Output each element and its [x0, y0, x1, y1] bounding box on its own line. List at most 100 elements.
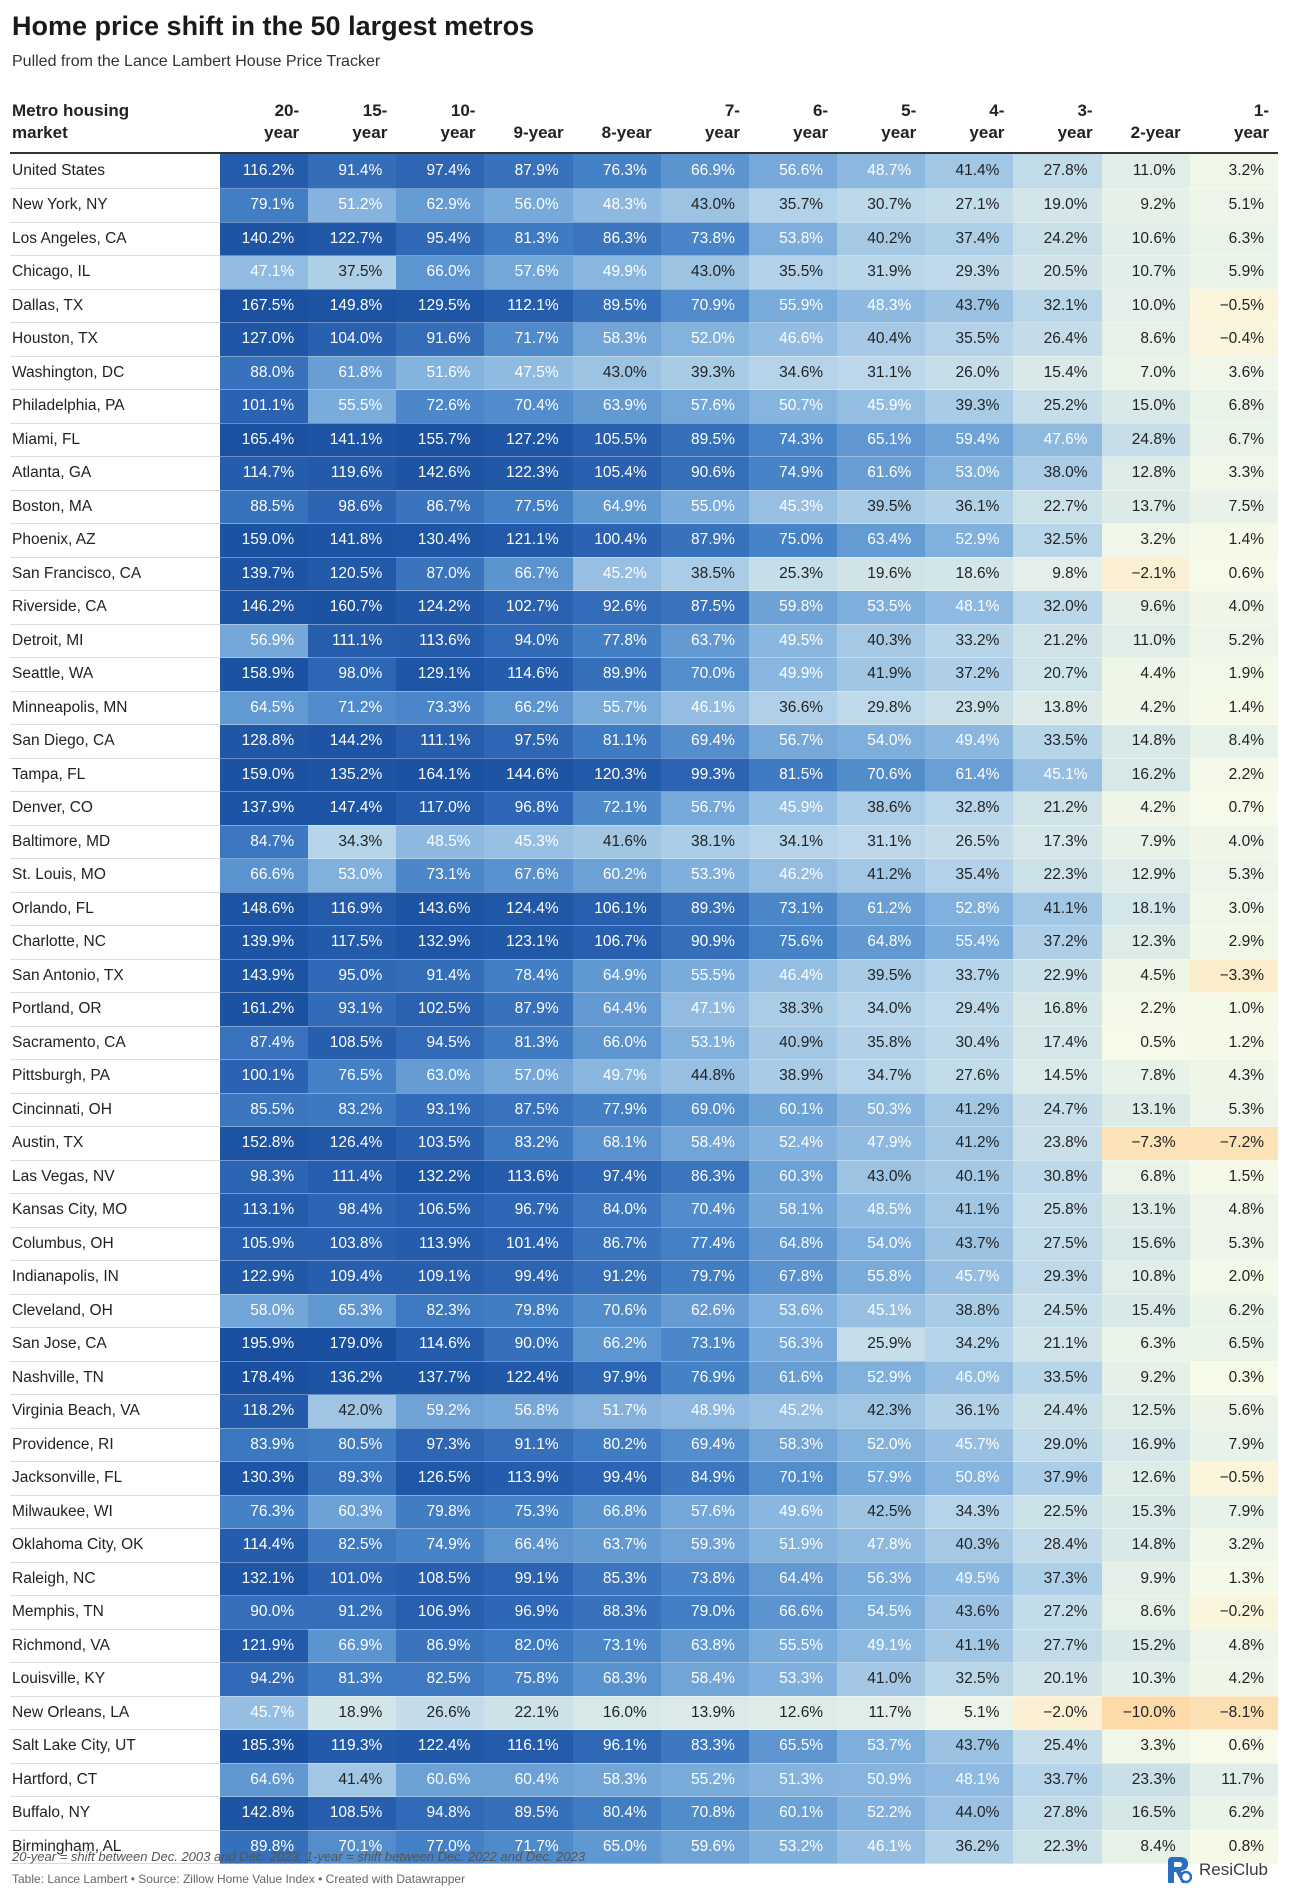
value-cell: 56.3%: [748, 1327, 838, 1362]
value-cell: 27.1%: [925, 188, 1014, 223]
value-cell: 132.1%: [220, 1562, 309, 1596]
value-cell: 15.2%: [1101, 1629, 1190, 1663]
value-cell: 31.9%: [837, 255, 926, 290]
value-cell: 32.0%: [1013, 590, 1102, 625]
value-cell: 63.7%: [572, 1528, 661, 1563]
metro-name: Minneapolis, MN: [10, 691, 220, 725]
value-cell: 7.5%: [1189, 490, 1278, 524]
chart-subtitle: Pulled from the Lance Lambert House Pric…: [12, 53, 381, 70]
value-cell: 114.6%: [484, 657, 573, 692]
value-cell: 65.1%: [837, 423, 926, 457]
value-cell: 118.2%: [220, 1394, 309, 1429]
source-note: Table: Lance Lambert • Source: Zillow Ho…: [12, 1872, 466, 1886]
value-cell: 26.5%: [925, 825, 1014, 859]
table-row: Baltimore, MD 84.7% 34.3% 48.5% 45.3% 41.6% 38…: [10, 825, 1278, 859]
value-cell: 41.1%: [925, 1629, 1014, 1663]
value-cell: 71.7%: [484, 1830, 573, 1864]
value-cell: 85.3%: [572, 1562, 661, 1596]
value-cell: 1.4%: [1189, 691, 1278, 725]
value-cell: 82.3%: [396, 1294, 485, 1328]
value-cell: 38.8%: [925, 1294, 1014, 1328]
value-cell: 65.0%: [572, 1830, 661, 1864]
value-cell: 137.9%: [220, 791, 309, 826]
value-cell: 33.7%: [925, 959, 1014, 993]
value-cell: 105.4%: [572, 456, 661, 491]
value-cell: 6.7%: [1189, 423, 1278, 457]
column-header-line: Metro housing: [12, 101, 130, 120]
value-cell: 63.4%: [837, 523, 926, 558]
value-cell: 111.1%: [308, 624, 397, 658]
value-cell: 90.6%: [660, 456, 749, 491]
value-cell: 66.0%: [572, 1026, 661, 1060]
value-cell: 39.5%: [837, 490, 926, 524]
table-row: Memphis, TN 90.0% 91.2% 106.9% 96.9% 88.3% 79.…: [10, 1595, 1278, 1630]
value-cell: 33.5%: [1013, 1361, 1102, 1395]
value-cell: 36.2%: [925, 1830, 1014, 1864]
metro-name: Denver, CO: [10, 791, 220, 826]
column-header-line: 8-year: [601, 123, 652, 142]
value-cell: 77.5%: [484, 490, 573, 524]
value-cell: 4.2%: [1189, 1662, 1278, 1697]
value-cell: 111.4%: [308, 1160, 397, 1194]
value-cell: 15.4%: [1013, 356, 1102, 390]
table-row: Birmingham, AL 89.8% 70.1% 77.0% 71.7% 65.0% 5…: [10, 1830, 1278, 1864]
value-cell: 48.1%: [925, 590, 1014, 625]
value-cell: 24.5%: [1013, 1294, 1102, 1328]
value-cell: 5.3%: [1189, 858, 1278, 893]
table-row: Denver, CO 137.9% 147.4% 117.0% 96.8% 72.1% 56…: [10, 791, 1278, 826]
value-cell: 55.5%: [748, 1629, 838, 1663]
table-row: Louisville, KY 94.2% 81.3% 82.5% 75.8% 68.3% 5…: [10, 1662, 1278, 1697]
value-cell: 54.0%: [837, 724, 926, 759]
column-header-line: year: [704, 123, 740, 142]
metro-name: Orlando, FL: [10, 892, 220, 926]
value-cell: 144.6%: [484, 758, 573, 792]
value-cell: 139.9%: [220, 925, 309, 960]
value-cell: 64.5%: [220, 691, 309, 725]
value-cell: 70.0%: [660, 657, 749, 692]
value-cell: 30.4%: [925, 1026, 1014, 1060]
value-cell: 87.9%: [484, 992, 573, 1027]
value-cell: 56.7%: [660, 791, 749, 826]
value-cell: 22.3%: [1013, 1830, 1102, 1864]
value-cell: 13.7%: [1101, 490, 1190, 524]
value-cell: 141.1%: [308, 423, 397, 457]
value-cell: 15.0%: [1101, 389, 1190, 424]
value-cell: 5.1%: [1189, 188, 1278, 223]
value-cell: 72.1%: [572, 791, 661, 826]
value-cell: 25.8%: [1013, 1193, 1102, 1228]
value-cell: 89.5%: [484, 1796, 573, 1831]
value-cell: 121.1%: [484, 523, 573, 558]
value-cell: 39.3%: [925, 389, 1014, 424]
value-cell: 51.3%: [748, 1763, 838, 1797]
value-cell: 55.4%: [925, 925, 1014, 960]
metro-name: Louisville, KY: [10, 1662, 220, 1697]
value-cell: 47.8%: [837, 1528, 926, 1563]
value-cell: 34.2%: [925, 1327, 1014, 1362]
value-cell: 101.1%: [220, 389, 309, 424]
value-cell: 160.7%: [308, 590, 397, 625]
value-cell: 119.3%: [308, 1729, 397, 1764]
table-row: Charlotte, NC 139.9% 117.5% 132.9% 123.1% 106…: [10, 925, 1278, 960]
metro-name: Indianapolis, IN: [10, 1260, 220, 1295]
column-header-8-year: 8-year: [573, 100, 661, 153]
value-cell: 48.1%: [925, 1763, 1014, 1797]
metro-name: Salt Lake City, UT: [10, 1729, 220, 1764]
value-cell: 127.2%: [484, 423, 573, 457]
column-header-line: 7-: [724, 101, 740, 120]
metro-name: Las Vegas, NV: [10, 1160, 220, 1194]
value-cell: 2.0%: [1189, 1260, 1278, 1295]
value-cell: 52.8%: [925, 892, 1014, 926]
value-cell: 75.3%: [484, 1495, 573, 1529]
value-cell: 167.5%: [220, 289, 309, 323]
value-cell: 4.2%: [1101, 691, 1190, 725]
value-cell: 0.5%: [1101, 1026, 1190, 1060]
table-row: Orlando, FL 148.6% 116.9% 143.6% 124.4% 106.1…: [10, 892, 1278, 926]
column-header-line: 1-: [1253, 101, 1269, 120]
value-cell: 121.9%: [220, 1629, 309, 1663]
value-cell: 142.6%: [396, 456, 485, 491]
value-cell: 77.4%: [660, 1227, 749, 1261]
column-header-line: year: [793, 123, 829, 142]
value-cell: 114.6%: [396, 1327, 485, 1362]
column-header-line: 6-: [812, 101, 829, 120]
value-cell: 7.9%: [1189, 1428, 1278, 1462]
